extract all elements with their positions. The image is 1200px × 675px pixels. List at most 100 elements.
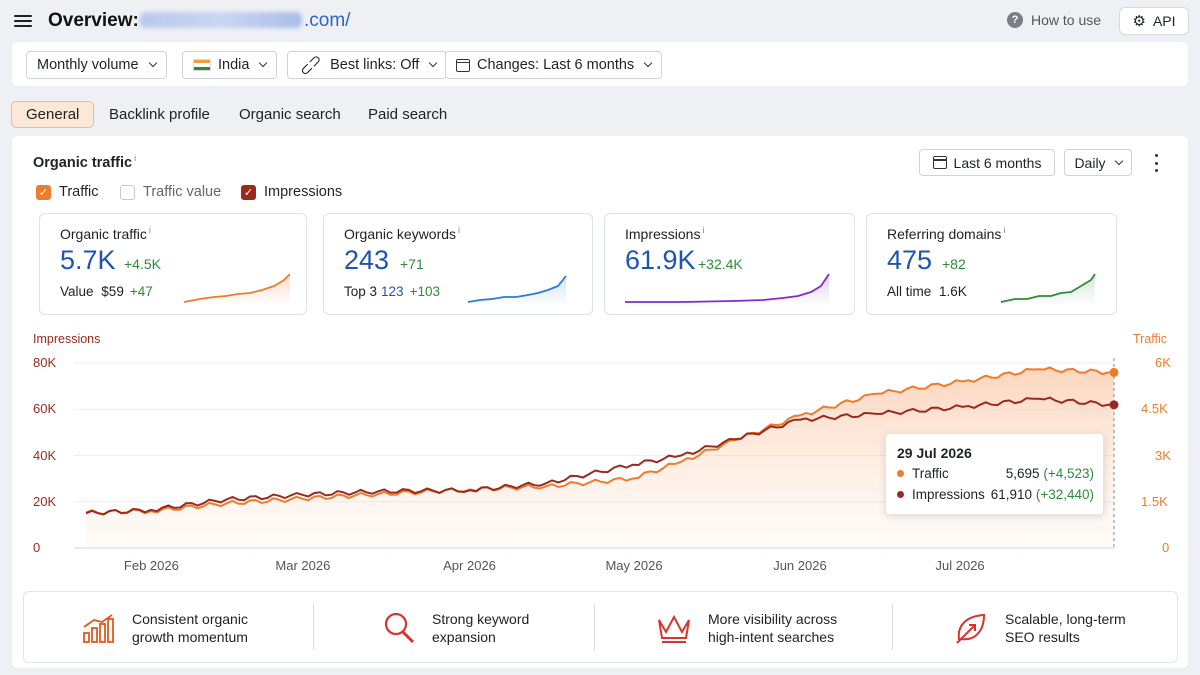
tooltip-value: 5,695 (+4,523)	[1005, 466, 1094, 481]
impressions-checkbox-label: Impressions	[264, 184, 343, 200]
divider	[594, 604, 595, 650]
link-icon: ⊂⊃	[296, 50, 326, 81]
card-value: 61.9K	[625, 245, 696, 275]
tab-paid-search[interactable]: Paid search	[368, 106, 448, 123]
right-y-tick: 3K	[1155, 447, 1171, 463]
calendar-icon	[932, 156, 947, 169]
tooltip-date: 29 Jul 2026	[897, 445, 972, 461]
granularity-dropdown[interactable]: Daily	[1064, 149, 1132, 176]
country-dropdown[interactable]: India	[182, 51, 278, 79]
chart-tooltip: 29 Jul 2026 Traffic 5,695 (+4,523) Impre…	[885, 433, 1104, 515]
divider	[892, 604, 893, 650]
domain-suffix: .com/	[304, 10, 351, 31]
right-y-tick: 6K	[1155, 355, 1171, 370]
impressions-card[interactable]: Impressions i 61.9K +32.4K	[604, 213, 855, 315]
card-delta: +32.4K	[698, 256, 743, 272]
x-tick: May 2026	[605, 558, 663, 573]
organic-traffic-card[interactable]: Organic traffic i 5.7K +4.5K Value $59 +47	[39, 213, 307, 315]
traffic-value-checkbox-label: Traffic value	[143, 184, 222, 200]
card-label: Organic traffic i	[60, 225, 151, 242]
filter-bar: Monthly volume India ⊂⊃ Best links: Off …	[12, 42, 1188, 86]
checkbox-unchecked-icon	[120, 184, 135, 200]
card-delta: +4.5K	[124, 256, 161, 272]
hamburger-menu-icon[interactable]	[14, 12, 32, 28]
card-sub: Top 3 123 +103	[344, 284, 440, 299]
chevron-down-icon	[429, 58, 438, 68]
best-links-label: Best links: Off	[330, 57, 420, 73]
left-y-tick: 0	[33, 540, 41, 555]
referring-domains-sparkline	[1000, 273, 1096, 306]
traffic-series-line	[85, 366, 1115, 516]
tooltip-series-name: Impressions	[912, 487, 985, 502]
info-icon[interactable]: i	[134, 153, 137, 163]
feature-growth: Consistent organic growth momentum	[82, 604, 248, 652]
redacted-domain	[140, 12, 302, 28]
x-tick: Apr 2026	[443, 558, 496, 573]
crown-icon	[658, 614, 690, 643]
panel-title-text: Organic traffic	[33, 155, 133, 171]
domain-link[interactable]: .com/	[140, 10, 350, 32]
api-button[interactable]: ⚙ API	[1119, 7, 1189, 35]
gear-icon: ⚙	[1132, 12, 1146, 30]
feature-keywords: Strong keyword expansion	[382, 604, 529, 652]
card-sub: All time 1.6K	[887, 284, 967, 299]
feature-line2: high-intent searches	[708, 629, 835, 645]
card-delta: +82	[942, 256, 966, 272]
tab-general[interactable]: General	[11, 101, 95, 128]
divider	[313, 604, 314, 650]
x-tick: Jun 2026	[773, 558, 827, 573]
traffic-value-checkbox[interactable]: Traffic value	[120, 184, 221, 200]
feature-line2: growth momentum	[132, 629, 248, 645]
tooltip-row-traffic: Traffic 5,695 (+4,523)	[897, 466, 1094, 481]
card-label: Organic keywords i	[344, 225, 461, 242]
traffic-chart[interactable]	[12, 136, 1188, 591]
right-y-tick: 0	[1162, 540, 1170, 555]
organic-keywords-card[interactable]: Organic keywords i 243 +71 Top 3 123 +103	[323, 213, 593, 315]
left-y-tick: 80K	[33, 355, 57, 370]
feature-visibility: More visibility across high-intent search…	[656, 604, 837, 652]
best-links-dropdown[interactable]: ⊂⊃ Best links: Off	[287, 50, 448, 81]
volume-dropdown[interactable]: Monthly volume	[26, 51, 167, 79]
tab-backlink-profile[interactable]: Backlink profile	[109, 106, 210, 123]
granularity-label: Daily	[1074, 154, 1106, 171]
tooltip-series-name: Traffic	[912, 466, 949, 481]
feature-line2: expansion	[432, 629, 496, 645]
impressions-checkbox[interactable]: ✓ Impressions	[241, 184, 342, 200]
chevron-down-icon	[259, 58, 268, 68]
date-range-label: Last 6 months	[953, 154, 1042, 171]
more-options-icon[interactable]	[1149, 152, 1163, 174]
api-label: API	[1152, 13, 1176, 29]
referring-domains-card[interactable]: Referring domains i 475 +82 All time 1.6K	[866, 213, 1117, 315]
date-range-dropdown[interactable]: Last 6 months	[919, 149, 1055, 176]
traffic-hover-point	[1109, 367, 1119, 377]
traffic-dot-icon	[897, 470, 904, 477]
tab-organic-search[interactable]: Organic search	[239, 106, 341, 123]
how-to-use-label: How to use	[1031, 12, 1102, 28]
organic-traffic-sparkline	[183, 273, 290, 306]
card-label: Impressions i	[625, 225, 705, 242]
checkbox-checked-icon: ✓	[241, 184, 256, 200]
changes-dropdown[interactable]: Changes: Last 6 months	[445, 51, 663, 79]
impressions-sparkline	[625, 273, 830, 306]
impressions-hover-point	[1109, 400, 1119, 410]
left-y-tick: 60K	[33, 401, 57, 417]
tooltip-row-impressions: Impressions 61,910 (+32,440)	[897, 487, 1094, 502]
india-flag-icon	[193, 59, 211, 71]
impressions-dot-icon	[897, 491, 904, 498]
right-y-tick: 1.5K	[1141, 493, 1168, 509]
leaf-growth-icon	[956, 613, 986, 644]
card-value: 5.7K	[60, 245, 116, 275]
card-delta: +71	[400, 256, 424, 272]
traffic-checkbox-label: Traffic	[59, 184, 99, 200]
right-axis-title: Traffic	[1133, 332, 1168, 346]
calendar-icon	[456, 58, 470, 72]
traffic-area	[86, 367, 1114, 548]
feature-line2: SEO results	[1005, 629, 1080, 645]
card-sub: Value $59 +47	[60, 284, 153, 299]
how-to-use-link[interactable]: ? How to use	[1007, 12, 1101, 28]
checkbox-checked-icon: ✓	[36, 184, 51, 200]
left-y-tick: 20K	[33, 493, 57, 509]
traffic-checkbox[interactable]: ✓ Traffic	[36, 184, 98, 200]
x-tick: Feb 2026	[123, 558, 179, 573]
x-tick: Mar 2026	[275, 558, 331, 573]
